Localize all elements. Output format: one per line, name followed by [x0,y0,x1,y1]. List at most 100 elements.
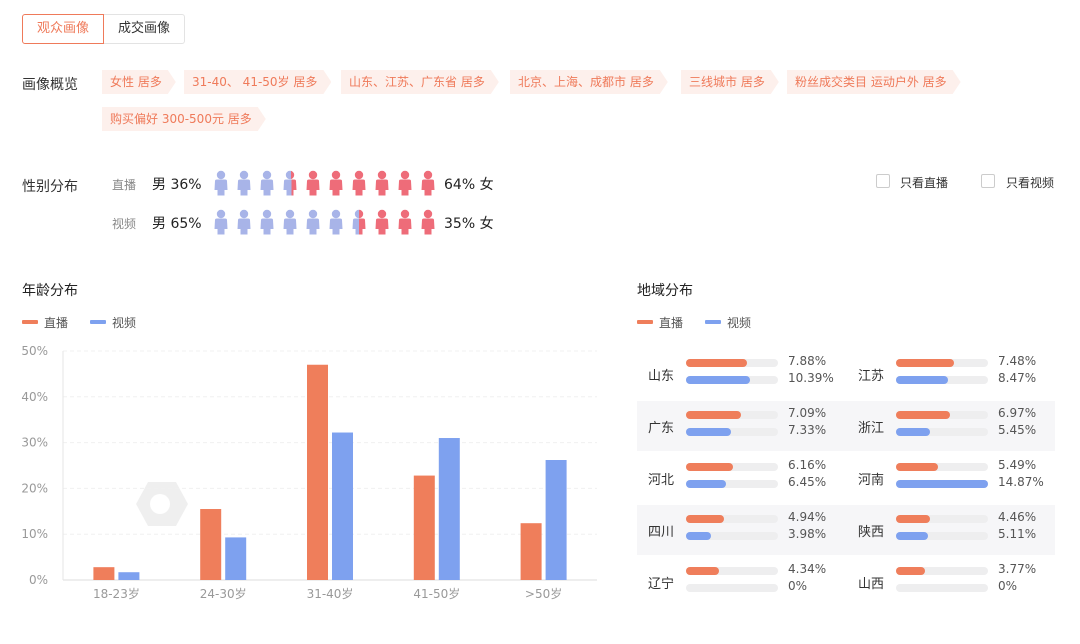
person-icon [213,170,229,196]
legend-video-label: 视频 [112,316,137,330]
bar-video[interactable] [225,537,247,580]
age-distribution-chart: 0% 10% 20% 30% 40% 50% 18-23岁 24-30岁 31-40岁 41-50… [21,344,597,601]
person-icon [282,170,298,196]
y-tick-label: 50% [21,344,48,358]
region-legend-live-swatch [637,320,653,324]
region-value-video: 6.45% [788,475,827,489]
region-bar-live[interactable] [686,359,778,367]
region-bar-video[interactable] [896,584,988,592]
person-icon [305,209,321,235]
region-bar-video[interactable] [896,428,988,436]
region-bar-live[interactable] [896,515,988,523]
person-icon [328,209,344,235]
region-bar-fill-live [896,567,926,575]
bar-live[interactable] [307,364,328,580]
x-tick-label: 31-40岁 [307,586,354,601]
region-bar-live[interactable] [896,411,988,419]
region-name: 河北 [648,473,675,488]
region-value-video: 3.98% [788,527,827,541]
person-icon [213,209,229,235]
bar-video[interactable] [332,432,353,580]
x-tick-label: >50岁 [525,586,562,601]
region-bar-fill-live [686,411,741,419]
region-bar-live[interactable] [686,463,778,471]
region-bar-video[interactable] [686,428,778,436]
region-value-live: 4.94% [788,510,827,524]
overview-tag: 女性 居多 [102,70,176,94]
region-row-bg [637,505,1055,555]
region-bar-video[interactable] [896,532,988,540]
tab-deal-profile[interactable]: 成交画像 [104,14,186,44]
region-name: 浙江 [858,421,885,436]
gender-female-text: 35% 女 [444,216,494,232]
bar-live[interactable] [413,475,435,580]
person-icon [351,170,367,196]
live-only-checkbox[interactable] [876,174,890,188]
video-only-checkbox[interactable] [981,174,995,188]
region-bar-fill-video [686,376,751,384]
region-legend-live-label: 直播 [659,316,684,330]
region-bar-fill-video [686,428,732,436]
x-tick-label: 18-23岁 [93,586,140,601]
region-bar-live[interactable] [686,411,778,419]
watermark-logo [136,482,188,526]
region-value-video: 0% [998,579,1018,593]
region-bar-fill-live [896,411,950,419]
region-name: 山东 [648,369,675,384]
y-tick-label: 20% [21,481,48,495]
person-icon [259,170,275,196]
person-icon [328,170,344,196]
overview-label: 画像概览 [22,77,78,93]
person-icon [374,170,390,196]
region-bar-video[interactable] [896,480,988,488]
profile-tabs: 观众画像 成交画像 [22,14,186,44]
x-tick-label: 41-50岁 [413,586,460,601]
overview-tag: 31-40、 41-50岁 居多 [184,70,331,94]
region-bar-video[interactable] [686,584,778,592]
age-chart-title: 年龄分布 [22,283,78,299]
bar-video[interactable] [545,460,567,580]
region-bar-video[interactable] [896,376,988,384]
gender-male-text: 男 36% [152,177,202,193]
bar-video[interactable] [118,572,140,580]
region-bar-live[interactable] [896,567,988,575]
region-value-live: 5.49% [998,458,1037,472]
region-value-video: 14.87% [998,475,1044,489]
region-name: 河南 [858,473,885,488]
bar-live[interactable] [520,523,542,580]
region-bar-video[interactable] [686,532,778,540]
video-only-label[interactable]: 只看视频 [1006,176,1055,190]
legend-live-swatch [22,320,38,324]
person-icon [236,170,252,196]
region-bar-fill-live [896,515,931,523]
y-tick-label: 30% [21,436,48,450]
region-bar-fill-live [896,359,954,367]
person-icon [420,170,436,196]
region-bar-fill-live [686,463,734,471]
region-bar-live[interactable] [686,567,778,575]
bar-live[interactable] [93,567,115,580]
bar-video[interactable] [438,438,460,580]
region-bar-live[interactable] [896,359,988,367]
region-name: 江苏 [858,369,885,384]
overview-tag: 粉丝成交类目 运动户外 居多 [787,70,961,94]
region-bar-video[interactable] [686,376,778,384]
bar-live[interactable] [200,509,222,580]
gender-male-text: 男 65% [152,216,202,232]
gender-row-label: 视频 [112,217,137,231]
region-bar-live[interactable] [896,463,988,471]
gender-row-label: 直播 [112,178,137,192]
overview-tag: 北京、上海、成都市 居多 [510,70,668,94]
tab-audience-profile[interactable]: 观众画像 [22,14,105,44]
region-bar-fill-live [686,359,747,367]
live-only-label[interactable]: 只看直播 [900,176,949,190]
legend-video-swatch [90,320,106,324]
region-bar-video[interactable] [686,480,778,488]
region-name: 广东 [648,421,675,436]
person-icon [305,170,321,196]
region-value-live: 7.48% [998,354,1037,368]
region-bar-live[interactable] [686,515,778,523]
region-value-live: 3.77% [998,562,1037,576]
person-icon [397,209,413,235]
person-icon [282,209,298,235]
